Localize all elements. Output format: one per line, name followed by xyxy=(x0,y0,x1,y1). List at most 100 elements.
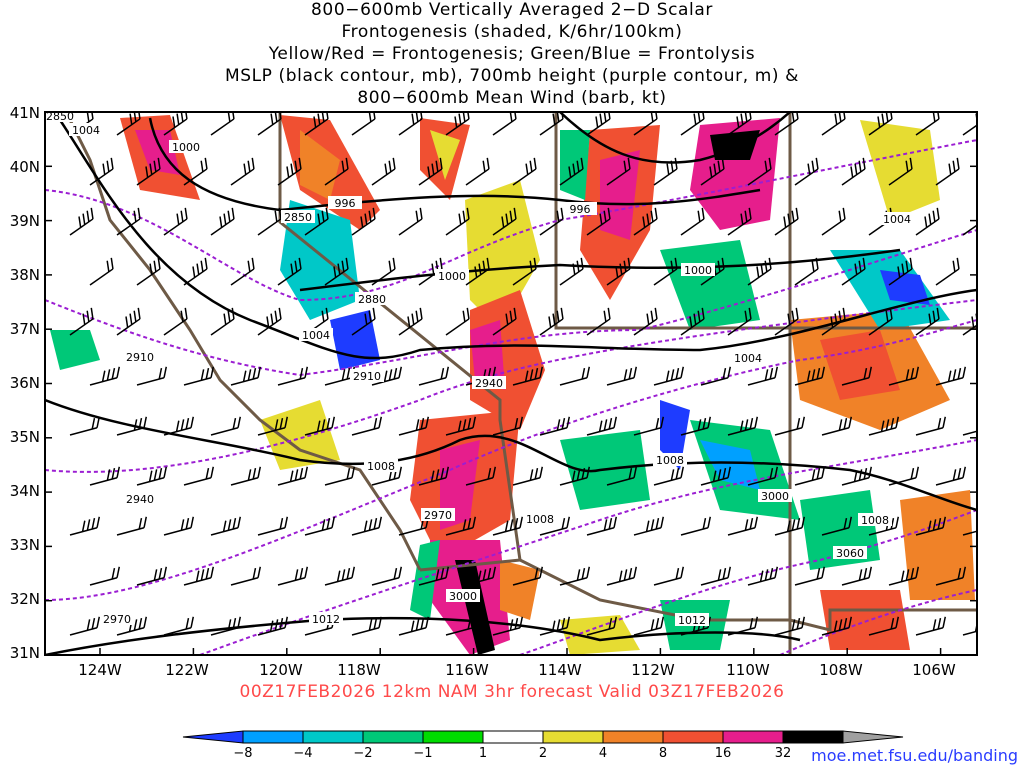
svg-text:1004: 1004 xyxy=(734,352,762,365)
wind-barb xyxy=(633,416,665,436)
wind-barb xyxy=(163,516,195,536)
wind-barb xyxy=(183,157,208,186)
wind-barb xyxy=(371,257,396,286)
wind-barb xyxy=(465,257,490,286)
wind-barb xyxy=(841,257,866,286)
colorbar-swatch xyxy=(722,730,784,744)
wind-barb xyxy=(163,307,188,336)
wind-barb xyxy=(324,257,349,286)
lon-label-114w: 114W xyxy=(538,661,582,679)
contour-label: 3060 xyxy=(833,546,867,560)
wind-barb xyxy=(351,307,376,336)
wind-barb xyxy=(915,516,947,536)
wind-barb xyxy=(653,257,678,286)
wind-barb xyxy=(633,207,658,236)
wind-barb xyxy=(445,307,470,336)
contour-label: 1008 xyxy=(653,453,687,467)
contour-label: 2940 xyxy=(472,376,506,390)
wind-barb xyxy=(794,466,826,486)
contour-label: 1004 xyxy=(299,328,333,342)
title-line-3: Yellow/Red = Frontogenesis; Green/Blue =… xyxy=(268,44,756,64)
mslp-contours xyxy=(45,112,977,655)
wind-barb xyxy=(183,366,215,386)
colorbar-swatch xyxy=(602,730,664,744)
contour-label: 1004 xyxy=(731,351,765,365)
wind-barb xyxy=(230,257,255,286)
wind-barb xyxy=(304,416,336,436)
wind-barb xyxy=(398,307,423,336)
svg-text:3000: 3000 xyxy=(449,590,477,603)
wind-barb xyxy=(418,566,450,586)
source-url[interactable]: moe.met.fsu.edu/banding xyxy=(811,746,1018,765)
wind-barb xyxy=(304,516,336,536)
wind-barb xyxy=(512,157,537,186)
svg-text:1008: 1008 xyxy=(367,460,395,473)
wind-barb xyxy=(89,257,114,286)
svg-text:2910: 2910 xyxy=(126,351,154,364)
wind-barb xyxy=(89,466,121,486)
wind-barb xyxy=(606,566,638,586)
wind-barb xyxy=(210,307,235,336)
colorbar-label: −4 xyxy=(293,746,313,761)
wind-barb xyxy=(680,307,705,336)
contour-label: 3000 xyxy=(446,589,480,603)
svg-text:1000: 1000 xyxy=(438,270,466,283)
wind-barb xyxy=(821,616,853,636)
svg-text:2940: 2940 xyxy=(126,493,154,506)
wind-barb xyxy=(371,566,403,586)
title-line-2: Frontogenesis (shaded, K/6hr/100km) xyxy=(341,22,683,42)
wind-barb xyxy=(606,466,638,486)
wind-barb xyxy=(445,516,477,536)
wind-barb xyxy=(398,207,423,236)
wind-barb xyxy=(653,466,685,486)
contour-label: 2910 xyxy=(350,369,384,383)
wind-barb xyxy=(136,566,168,586)
colorbar-label: 16 xyxy=(714,746,732,761)
wind-barb xyxy=(935,366,967,386)
wind-barb xyxy=(257,616,289,636)
wind-barb xyxy=(136,366,168,386)
wind-barb xyxy=(586,616,618,636)
wind-barb xyxy=(680,416,712,436)
wind-barb xyxy=(559,566,591,586)
wind-barb xyxy=(89,157,114,186)
lat-label-37n: 37N xyxy=(9,320,40,338)
height-contours xyxy=(45,139,977,655)
colorbar-label: −2 xyxy=(353,746,373,761)
wind-barb xyxy=(89,566,121,586)
wind-barb xyxy=(888,466,920,486)
wind-barb xyxy=(586,307,611,336)
wind-barb xyxy=(163,416,195,436)
lat-label-34n: 34N xyxy=(9,482,40,500)
wind-barb xyxy=(351,616,383,636)
lon-label-112w: 112W xyxy=(631,661,675,679)
wind-barb xyxy=(841,466,873,486)
wind-barb xyxy=(539,416,571,436)
wind-barb xyxy=(304,207,329,236)
svg-text:2910: 2910 xyxy=(353,370,381,383)
wind-barb xyxy=(727,416,759,436)
wind-barb xyxy=(116,516,148,536)
wind-barb xyxy=(868,616,900,636)
wind-barb xyxy=(653,566,685,586)
wind-barb xyxy=(680,207,705,236)
title-line-4: MSLP (black contour, mb), 700mb height (… xyxy=(224,66,800,86)
wind-barb xyxy=(351,516,383,536)
wind-barb xyxy=(586,516,618,536)
wind-barb xyxy=(465,466,497,486)
lon-label-108w: 108W xyxy=(819,661,863,679)
wind-barb xyxy=(69,616,101,636)
wind-barb xyxy=(653,366,685,386)
colorbar-swatch xyxy=(782,730,844,744)
contour-label: 2850 xyxy=(45,112,77,123)
contour-label: 996 xyxy=(563,202,597,216)
wind-barb xyxy=(257,307,282,336)
wind-barb xyxy=(559,466,591,486)
wind-barb xyxy=(418,366,450,386)
wind-barb xyxy=(727,516,759,536)
wind-barb xyxy=(559,257,584,286)
wind-barb xyxy=(230,366,262,386)
wind-barb xyxy=(821,112,846,136)
colorbar-label: −8 xyxy=(233,746,253,761)
contour-label: 1008 xyxy=(858,513,892,527)
